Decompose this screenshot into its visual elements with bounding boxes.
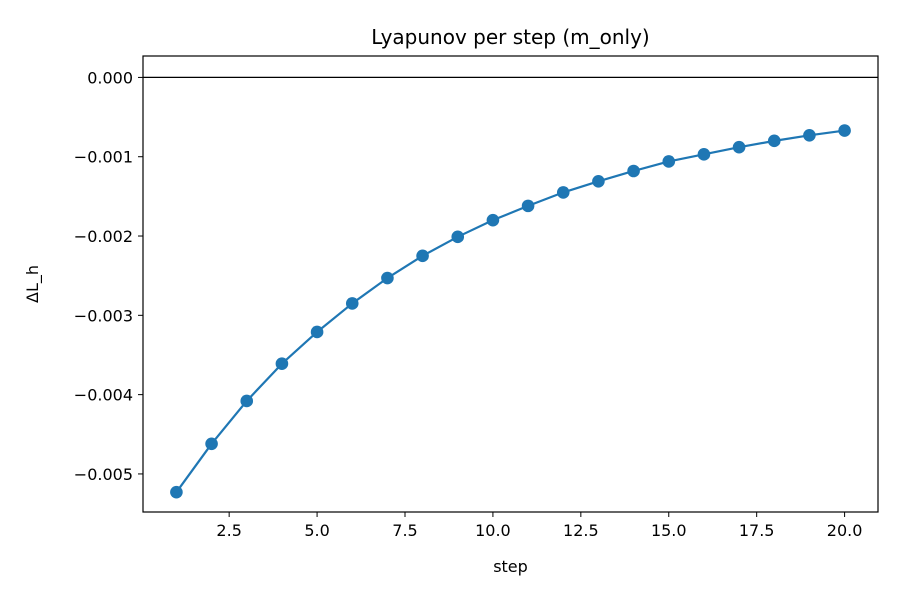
data-point xyxy=(521,199,535,213)
x-tick-label: 12.5 xyxy=(563,521,599,540)
x-tick-label: 5.0 xyxy=(304,521,329,540)
data-point xyxy=(310,325,324,339)
x-tick-label: 2.5 xyxy=(216,521,241,540)
data-point xyxy=(205,437,218,451)
data-point xyxy=(381,271,394,285)
x-tick-label: 20.0 xyxy=(827,521,863,540)
data-point xyxy=(697,148,711,161)
chart-title: Lyapunov per step (m_only) xyxy=(371,25,649,49)
y-tick-label: −0.002 xyxy=(74,227,133,246)
data-point xyxy=(767,134,781,148)
data-point xyxy=(803,129,816,142)
data-point xyxy=(451,230,465,244)
data-point xyxy=(170,485,183,499)
x-tick-label: 10.0 xyxy=(475,521,511,540)
x-tick-label: 15.0 xyxy=(651,521,687,540)
plot-area: 2.5 5.0 7.5 10.0 12.5 15.0 17.5 20.0 0.000 −0.001… xyxy=(74,55,879,540)
data-point xyxy=(275,357,289,371)
data-point xyxy=(556,186,570,199)
data-point xyxy=(732,140,746,154)
y-tick-label: −0.003 xyxy=(74,306,133,325)
data-point xyxy=(345,297,359,310)
x-tick-label: 17.5 xyxy=(739,521,775,540)
data-point xyxy=(627,164,640,178)
y-tick-label: −0.004 xyxy=(74,386,133,405)
data-point xyxy=(486,213,500,227)
y-axis-label: ΔL_h xyxy=(23,265,43,303)
data-point xyxy=(592,175,605,188)
data-point xyxy=(838,124,851,137)
data-point xyxy=(240,394,254,408)
x-tick-label: 7.5 xyxy=(392,521,417,540)
data-point xyxy=(662,155,676,168)
y-tick-label: −0.001 xyxy=(74,148,133,167)
x-axis-label: step xyxy=(493,557,528,576)
y-tick-label: −0.005 xyxy=(74,465,133,484)
plot-frame xyxy=(142,55,879,513)
data-point xyxy=(416,249,429,263)
series-line xyxy=(175,129,845,493)
y-tick-label: 0.000 xyxy=(87,68,133,87)
